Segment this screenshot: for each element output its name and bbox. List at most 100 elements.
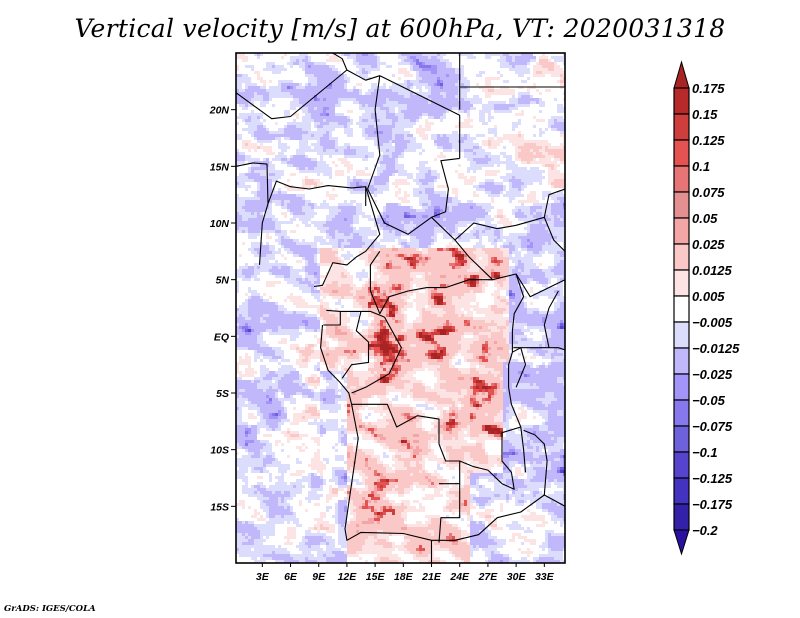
field-cell (416, 98, 419, 101)
field-cell (497, 233, 500, 236)
field-cell (452, 251, 455, 254)
field-cell (365, 98, 368, 101)
field-cell (248, 161, 251, 164)
field-cell (401, 71, 404, 74)
field-cell (560, 155, 563, 158)
field-cell (308, 257, 311, 260)
field-cell (521, 209, 524, 212)
field-cell (506, 107, 509, 110)
field-cell (374, 95, 377, 98)
field-cell (419, 170, 422, 173)
field-cell (341, 53, 344, 56)
field-cell (560, 68, 563, 71)
field-cell (485, 191, 488, 194)
field-cell (509, 254, 512, 257)
field-cell (386, 140, 389, 143)
field-cell (554, 158, 557, 161)
field-cell (392, 245, 395, 248)
field-cell (380, 164, 383, 167)
field-cell (332, 251, 335, 254)
field-cell (548, 233, 551, 236)
field-cell (533, 176, 536, 179)
field-cell (557, 203, 560, 206)
field-cell (443, 155, 446, 158)
field-cell (560, 116, 563, 119)
field-cell (257, 245, 260, 248)
field-cell (293, 59, 296, 62)
field-cell (320, 203, 323, 206)
field-cell (368, 239, 371, 242)
field-cell (539, 131, 542, 134)
field-cell (248, 230, 251, 233)
field-cell (527, 95, 530, 98)
field-cell (410, 68, 413, 71)
field-cell (296, 194, 299, 197)
field-cell (425, 80, 428, 83)
field-cell (467, 212, 470, 215)
field-cell (275, 191, 278, 194)
field-cell (461, 92, 464, 95)
field-cell (383, 122, 386, 125)
field-cell (239, 185, 242, 188)
field-cell (389, 116, 392, 119)
field-cell (332, 218, 335, 221)
field-cell (380, 224, 383, 227)
field-cell (563, 182, 565, 185)
field-cell (488, 164, 491, 167)
field-cell (290, 83, 293, 86)
field-cell (563, 203, 565, 206)
field-cell (425, 59, 428, 62)
field-cell (437, 71, 440, 74)
field-cell (515, 134, 518, 137)
field-cell (242, 98, 245, 101)
field-cell (434, 143, 437, 146)
field-cell (269, 164, 272, 167)
field-cell (497, 212, 500, 215)
field-cell (518, 140, 521, 143)
field-cell (362, 95, 365, 98)
field-cell (245, 98, 248, 101)
field-cell (434, 107, 437, 110)
field-cell (299, 251, 302, 254)
field-cell (542, 197, 545, 200)
field-cell (416, 56, 419, 59)
field-cell (245, 95, 248, 98)
field-cell (296, 242, 299, 245)
field-cell (266, 95, 269, 98)
field-cell (335, 68, 338, 71)
field-cell (386, 161, 389, 164)
field-cell (494, 185, 497, 188)
field-cell (374, 119, 377, 122)
field-cell (401, 131, 404, 134)
field-cell (269, 254, 272, 257)
field-cell (506, 80, 509, 83)
field-cell (539, 212, 542, 215)
field-cell (281, 161, 284, 164)
field-cell (446, 107, 449, 110)
field-cell (419, 80, 422, 83)
field-cell (557, 80, 560, 83)
field-cell (488, 230, 491, 233)
field-cell (314, 71, 317, 74)
field-cell (425, 122, 428, 125)
field-cell (362, 149, 365, 152)
field-cell (530, 176, 533, 179)
field-cell (548, 155, 551, 158)
field-cell (491, 128, 494, 131)
field-cell (440, 152, 443, 155)
field-cell (518, 206, 521, 209)
field-cell (332, 92, 335, 95)
field-cell (299, 152, 302, 155)
field-cell (383, 233, 386, 236)
field-cell (527, 248, 530, 251)
field-cell (251, 122, 254, 125)
field-cell (362, 179, 365, 182)
field-cell (503, 221, 506, 224)
field-cell (398, 212, 401, 215)
field-cell (272, 257, 275, 260)
field-cell (368, 71, 371, 74)
field-cell (245, 230, 248, 233)
field-cell (449, 197, 452, 200)
field-cell (545, 245, 548, 248)
field-cell (545, 149, 548, 152)
